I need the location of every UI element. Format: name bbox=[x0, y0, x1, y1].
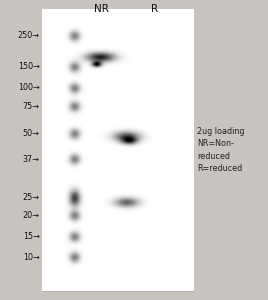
Text: NR: NR bbox=[94, 4, 109, 14]
Text: R: R bbox=[151, 4, 158, 14]
Text: 50→: 50→ bbox=[23, 129, 40, 138]
Text: 150→: 150→ bbox=[18, 62, 40, 71]
Text: 75→: 75→ bbox=[23, 102, 40, 111]
Text: 10→: 10→ bbox=[23, 253, 40, 262]
FancyBboxPatch shape bbox=[42, 9, 193, 291]
Text: 37→: 37→ bbox=[23, 154, 40, 164]
Text: 250→: 250→ bbox=[18, 31, 40, 40]
Text: 100→: 100→ bbox=[18, 83, 40, 92]
Text: 2ug loading
NR=Non-
reduced
R=reduced: 2ug loading NR=Non- reduced R=reduced bbox=[197, 127, 244, 173]
Text: 20→: 20→ bbox=[23, 211, 40, 220]
Text: 15→: 15→ bbox=[23, 232, 40, 241]
Text: 25→: 25→ bbox=[23, 194, 40, 202]
